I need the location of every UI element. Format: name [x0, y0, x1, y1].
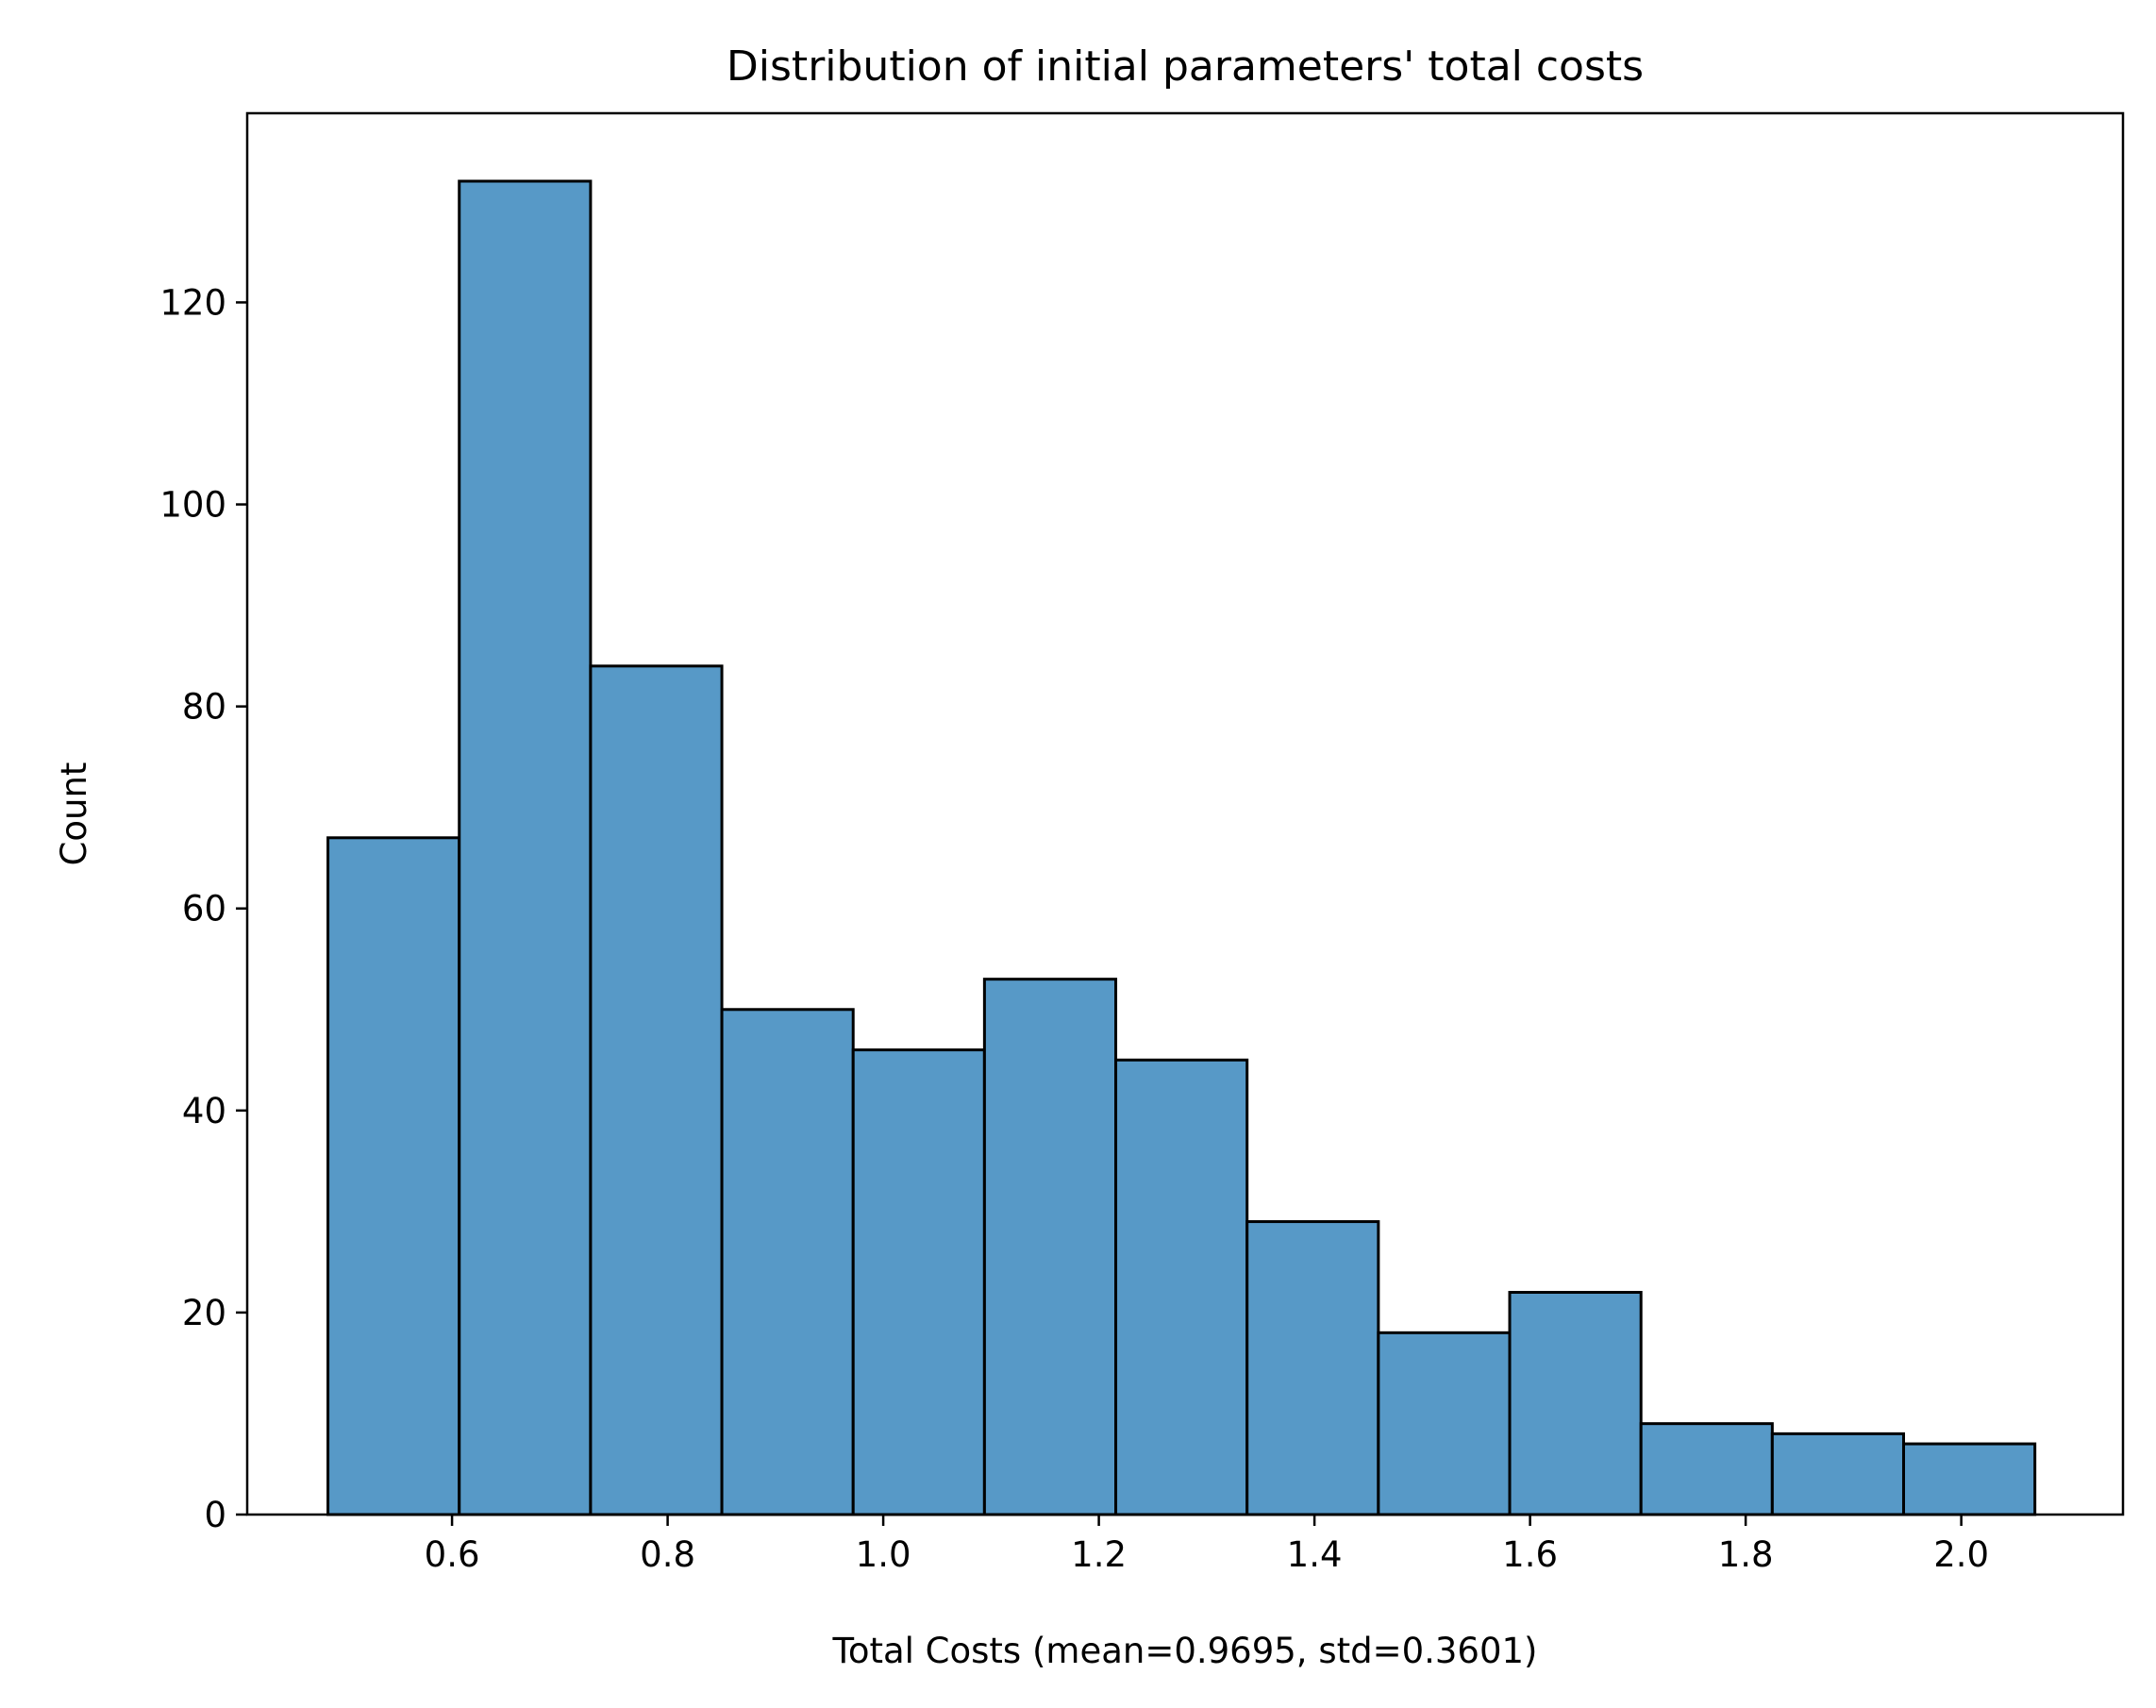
bars-layer — [326, 179, 2037, 1516]
histogram-bar — [589, 664, 724, 1516]
y-tick-label: 80 — [182, 687, 226, 728]
histogram-bar — [1377, 1331, 1512, 1516]
histogram-bar — [1639, 1422, 1774, 1516]
histogram-bar — [1901, 1442, 2037, 1516]
y-tick-label: 100 — [159, 485, 226, 526]
x-tick-label: 2.0 — [1933, 1534, 1989, 1575]
y-axis-label: Count — [54, 762, 94, 866]
y-tick-label: 40 — [182, 1091, 226, 1131]
y-tick-label: 60 — [182, 889, 226, 929]
histogram-bar — [1245, 1220, 1380, 1516]
histogram-bar — [1114, 1058, 1249, 1516]
x-tick-label: 1.2 — [1071, 1534, 1127, 1575]
x-tick-label: 1.6 — [1502, 1534, 1558, 1575]
x-tick-label: 1.8 — [1718, 1534, 1774, 1575]
histogram-bar — [458, 179, 593, 1516]
histogram-bar — [1508, 1291, 1643, 1516]
y-tick-label: 20 — [182, 1293, 226, 1333]
x-tick-label: 1.0 — [856, 1534, 911, 1575]
x-axis-label: Total Costs (mean=0.9695, std=0.3601) — [832, 1631, 1538, 1671]
x-tick-label: 1.4 — [1287, 1534, 1343, 1575]
histogram-bar — [851, 1048, 986, 1516]
histogram-bar — [982, 978, 1118, 1516]
histogram-bar — [326, 836, 461, 1516]
axes-frame — [245, 111, 2125, 1516]
chart-title: Distribution of initial parameters' tota… — [727, 42, 1644, 91]
y-tick-label: 0 — [204, 1495, 226, 1535]
histogram-bar — [720, 1008, 855, 1516]
x-tick-label: 0.6 — [425, 1534, 480, 1575]
x-tick-label: 0.8 — [640, 1534, 695, 1575]
y-axis-ticks: 0 20 40 60 80 100 120 — [159, 282, 247, 1535]
x-axis-ticks: 0.6 0.8 1.0 1.2 1.4 1.6 1.8 2.0 — [425, 1515, 1989, 1575]
histogram-bar — [1770, 1432, 1905, 1516]
y-tick-label: 120 — [159, 282, 226, 323]
